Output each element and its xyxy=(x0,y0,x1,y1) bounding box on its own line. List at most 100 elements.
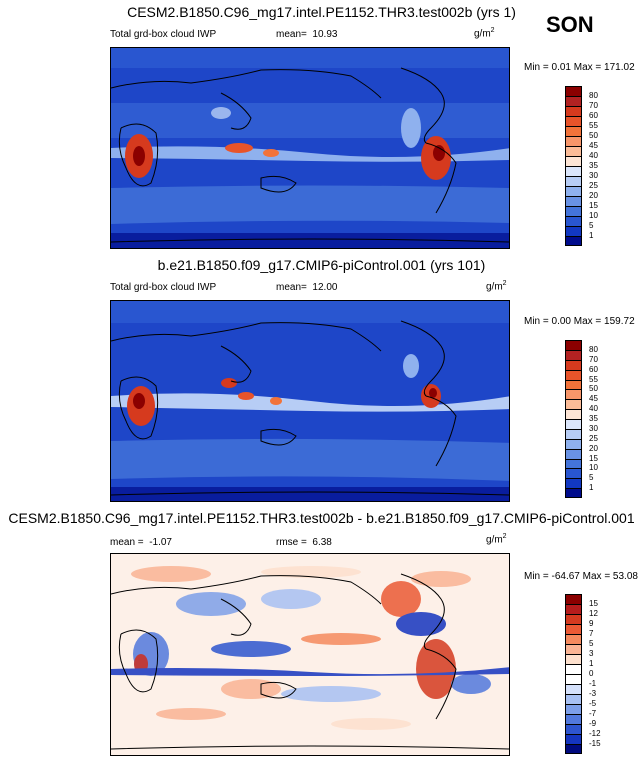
colorbar-tick-label: 15 xyxy=(589,599,598,608)
panel3-rmse-label: rmse = xyxy=(276,537,307,548)
colorbar-tick-label: 60 xyxy=(589,111,598,120)
colorbar-tick-label: 60 xyxy=(589,364,598,374)
colorbar-tick-label: -9 xyxy=(589,719,597,728)
colorbar-tick-label: 25 xyxy=(589,181,598,190)
panel1-mean: mean= 10.93 xyxy=(276,29,337,40)
units-exp: 2 xyxy=(490,27,495,34)
colorbar-tick-label: 70 xyxy=(589,354,598,364)
colorbar-segment xyxy=(565,340,582,350)
colorbar-tick-label: -3 xyxy=(589,689,597,698)
colorbar-tick-label: 9 xyxy=(589,619,594,628)
colorbar-segment xyxy=(565,359,582,370)
colorbar-tick-label: 5 xyxy=(589,473,594,483)
panel1-mean-value: 10.93 xyxy=(312,29,338,40)
colorbar-segment xyxy=(565,704,582,714)
colorbar-segment xyxy=(565,614,582,624)
panel1-colorbar xyxy=(565,86,582,246)
panel3-units: g/m2 xyxy=(486,533,507,545)
panel3-mean-value: -1.07 xyxy=(149,537,172,548)
panel2-title: b.e21.B1850.f09_g17.CMIP6-piControl.001 … xyxy=(157,257,486,273)
colorbar-segment xyxy=(565,349,582,360)
colorbar-tick-label: -15 xyxy=(589,739,601,748)
colorbar-segment xyxy=(565,369,582,380)
colorbar-segment xyxy=(565,664,582,674)
units-text: g/m xyxy=(486,534,503,546)
colorbar-segment xyxy=(565,196,582,206)
panel1-map xyxy=(110,47,510,249)
colorbar-tick-label: 50 xyxy=(589,384,598,394)
panel1-variable: Total grd-box cloud IWP xyxy=(110,29,217,40)
colorbar-tick-label: 50 xyxy=(589,131,598,140)
colorbar-tick-label: 80 xyxy=(589,344,598,354)
units-text: g/m xyxy=(474,28,491,40)
colorbar-segment xyxy=(565,156,582,166)
colorbar-segment xyxy=(565,116,582,126)
panel2-variable: Total grd-box cloud IWP xyxy=(110,282,217,293)
panel3-mean: mean = -1.07 xyxy=(110,537,172,548)
colorbar-segment xyxy=(565,624,582,634)
colorbar-segment xyxy=(565,478,582,489)
panel3-rmse: rmse = 6.38 xyxy=(276,537,332,548)
units-exp: 2 xyxy=(502,280,507,287)
colorbar-tick-label: -12 xyxy=(589,729,601,738)
colorbar-segment xyxy=(565,146,582,156)
season-label: SON xyxy=(546,12,594,37)
colorbar-tick-label: 1 xyxy=(589,483,594,493)
colorbar-tick-label: 0 xyxy=(589,669,594,678)
colorbar-segment xyxy=(565,684,582,694)
colorbar-tick-label: 35 xyxy=(589,414,598,423)
colorbar-segment xyxy=(565,419,582,429)
colorbar-tick-label: 40 xyxy=(589,404,598,414)
colorbar-segment xyxy=(565,186,582,196)
colorbar-segment xyxy=(565,409,582,419)
colorbar-tick-label: 1 xyxy=(589,231,594,240)
colorbar-tick-label: 7 xyxy=(589,629,594,638)
panel3-mean-label: mean = xyxy=(110,537,144,548)
panel3-map xyxy=(110,553,510,756)
colorbar-tick-label: 35 xyxy=(589,161,598,170)
panel3-minmax: Min = -64.67 Max = 53.08 xyxy=(524,571,638,582)
colorbar-segment xyxy=(565,654,582,664)
colorbar-segment xyxy=(565,734,582,744)
panel2-mean-label: mean= xyxy=(276,282,307,293)
colorbar-tick-label: 12 xyxy=(589,609,598,618)
panel2-map xyxy=(110,300,510,502)
panel1-units: g/m2 xyxy=(474,27,495,39)
colorbar-segment xyxy=(565,379,582,390)
panel1-mean-label: mean= xyxy=(276,29,307,40)
colorbar-tick-label: 70 xyxy=(589,101,598,110)
colorbar-segment xyxy=(565,448,582,459)
colorbar-segment xyxy=(565,604,582,614)
colorbar-tick-label: -7 xyxy=(589,709,597,718)
colorbar-tick-label: 25 xyxy=(589,433,598,443)
colorbar-segment xyxy=(565,594,582,604)
colorbar-tick-label: 15 xyxy=(589,453,598,463)
colorbar-tick-label: 30 xyxy=(589,423,598,433)
colorbar-segment xyxy=(565,106,582,116)
colorbar-tick-label: 5 xyxy=(589,639,594,648)
colorbar-tick-label: 10 xyxy=(589,211,598,220)
colorbar-segment xyxy=(565,744,582,754)
panel2-units: g/m2 xyxy=(486,280,507,292)
colorbar-tick-label: 20 xyxy=(589,191,598,200)
colorbar-tick-label: -5 xyxy=(589,699,597,708)
colorbar-tick-label: 10 xyxy=(589,463,598,473)
colorbar-segment xyxy=(565,136,582,146)
colorbar-segment xyxy=(565,694,582,704)
colorbar-segment xyxy=(565,468,582,479)
colorbar-tick-label: 45 xyxy=(589,394,598,404)
panel2-mean-value: 12.00 xyxy=(312,282,338,293)
units-text: g/m xyxy=(486,281,503,293)
colorbar-segment xyxy=(565,166,582,176)
colorbar-tick-label: 5 xyxy=(589,221,594,230)
panel1-minmax: Min = 0.01 Max = 171.02 xyxy=(524,62,635,73)
panel3-map-svg xyxy=(111,554,509,755)
colorbar-tick-label: 80 xyxy=(589,91,598,100)
colorbar-segment xyxy=(565,488,582,498)
colorbar-segment xyxy=(565,96,582,106)
colorbar-segment xyxy=(565,399,582,410)
panel2-minmax: Min = 0.00 Max = 159.72 xyxy=(524,316,635,327)
colorbar-segment xyxy=(565,226,582,236)
colorbar-segment xyxy=(565,236,582,246)
panel3-title: CESM2.B1850.C96_mg17.intel.PE1152.THR3.t… xyxy=(8,510,635,526)
